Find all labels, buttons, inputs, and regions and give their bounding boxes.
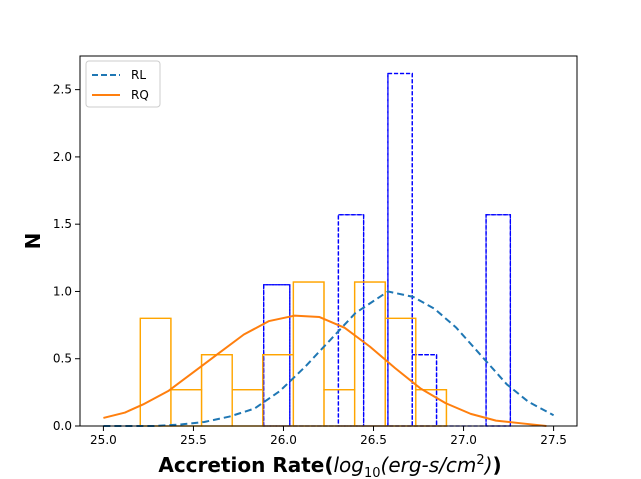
x-axis-label-suffix: ) — [493, 453, 502, 477]
legend-label-rl: RL — [131, 68, 146, 82]
x-tick-label-3: 26.5 — [360, 433, 387, 447]
legend: RL RQ — [85, 60, 161, 108]
histogram-rl-bar-6 — [411, 354, 438, 427]
legend-box — [85, 60, 161, 108]
x-axis-label-prefix: Accretion Rate( — [158, 453, 333, 477]
y-tick-label-5: 2.5 — [53, 83, 72, 97]
x-axis-label-units-post: ) — [483, 453, 493, 477]
y-tick-label-1: 0.5 — [53, 352, 72, 366]
curve-rl — [103, 290, 555, 427]
y-tick-label-0: 0.0 — [53, 419, 72, 433]
histogram-rl-bar-5 — [387, 72, 413, 427]
x-tick-label-1: 25.5 — [180, 433, 207, 447]
x-tick-label-2: 26.0 — [270, 433, 297, 447]
x-axis-label-log: log — [333, 453, 364, 477]
histogram-rl — [263, 72, 512, 427]
y-tick-label-2: 1.0 — [53, 284, 72, 298]
y-axis-label: N — [21, 233, 45, 250]
x-axis-ticks: 25.0 25.5 26.0 26.5 27.0 27.5 — [90, 426, 567, 447]
x-axis-label-units-sup: 2 — [476, 453, 484, 468]
axes-frame — [79, 55, 578, 427]
x-tick-label-4: 27.0 — [450, 433, 477, 447]
curve-rq — [103, 314, 547, 427]
x-tick-label-5: 27.5 — [540, 433, 567, 447]
x-axis-label: Accretion Rate(log10(erg-s/cm2)) — [158, 453, 501, 479]
y-tick-label-3: 1.5 — [53, 217, 72, 231]
x-tick-label-0: 25.0 — [90, 433, 117, 447]
y-axis-ticks: 0.0 0.5 1.0 1.5 2.0 2.5 — [53, 83, 80, 433]
curve-layer — [103, 290, 555, 427]
x-axis-label-log-sub: 10 — [364, 466, 381, 479]
x-axis-label-units-pre: (erg-s/cm — [381, 453, 477, 477]
y-tick-label-4: 2.0 — [53, 150, 72, 164]
legend-label-rq: RQ — [131, 88, 149, 102]
